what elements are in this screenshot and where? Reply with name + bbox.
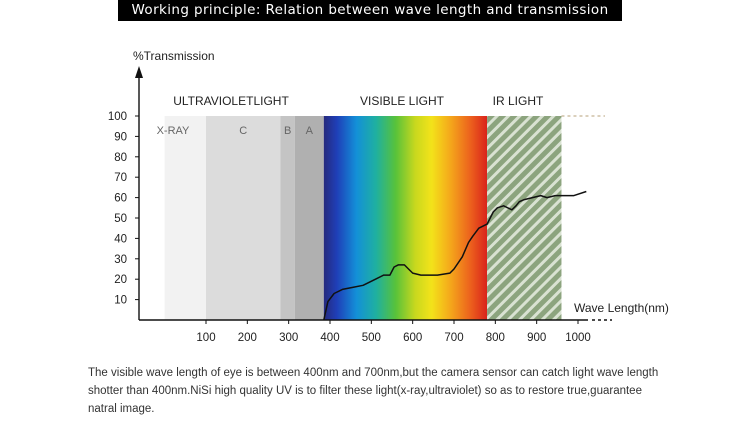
band-c [206, 116, 281, 320]
description-line: shotter than 400nm.NiSi high quality UV … [88, 385, 642, 397]
page-title: Working principle: Relation between wave… [118, 0, 622, 21]
x-tick-label: 300 [279, 332, 298, 344]
band-x-ray [164, 116, 206, 320]
y-axis-arrow [135, 66, 143, 78]
band-label: X-RAY [157, 125, 190, 137]
y-tick-label: 100 [108, 111, 127, 123]
x-tick-label: 900 [527, 332, 546, 344]
x-tick-label: 500 [362, 332, 381, 344]
description-line: natral image. [88, 403, 155, 415]
description-line: The visible wave length of eye is betwee… [88, 367, 659, 379]
x-tick-label: 100 [196, 332, 215, 344]
band-b [280, 116, 295, 320]
band-label: C [239, 125, 247, 137]
x-tick-label: 700 [444, 332, 463, 344]
region-label: IR LIGHT [493, 94, 544, 108]
band-a [294, 116, 324, 320]
x-tick-label: 600 [403, 332, 422, 344]
y-tick-label: 70 [114, 172, 127, 184]
y-axis-label: %Transmission [133, 49, 215, 63]
y-tick-label: 90 [114, 131, 127, 143]
visible-spectrum-band [323, 116, 488, 320]
band-label: A [306, 125, 314, 137]
x-axis-label: Wave Length(nm) [574, 301, 669, 315]
x-tick-label: 1000 [565, 332, 591, 344]
band-label: B [284, 125, 291, 137]
y-tick-label: 30 [114, 254, 127, 266]
y-tick-label: 40 [114, 233, 127, 245]
x-tick-label: 400 [320, 332, 339, 344]
y-tick-label: 10 [114, 295, 127, 307]
y-tick-label: 60 [114, 193, 127, 205]
y-tick-label: 20 [114, 274, 127, 286]
y-tick-label: 80 [114, 152, 127, 164]
x-tick-label: 200 [238, 332, 257, 344]
y-tick-label: 50 [114, 213, 127, 225]
region-label: VISIBLE LIGHT [360, 94, 445, 108]
x-tick-label: 800 [486, 332, 505, 344]
ir-hatched-band [487, 116, 562, 320]
transmission-curve [323, 190, 587, 321]
region-label: ULTRAVIOLETLIGHT [173, 94, 289, 108]
description-note: The visible wave length of eye is betwee… [88, 364, 688, 418]
